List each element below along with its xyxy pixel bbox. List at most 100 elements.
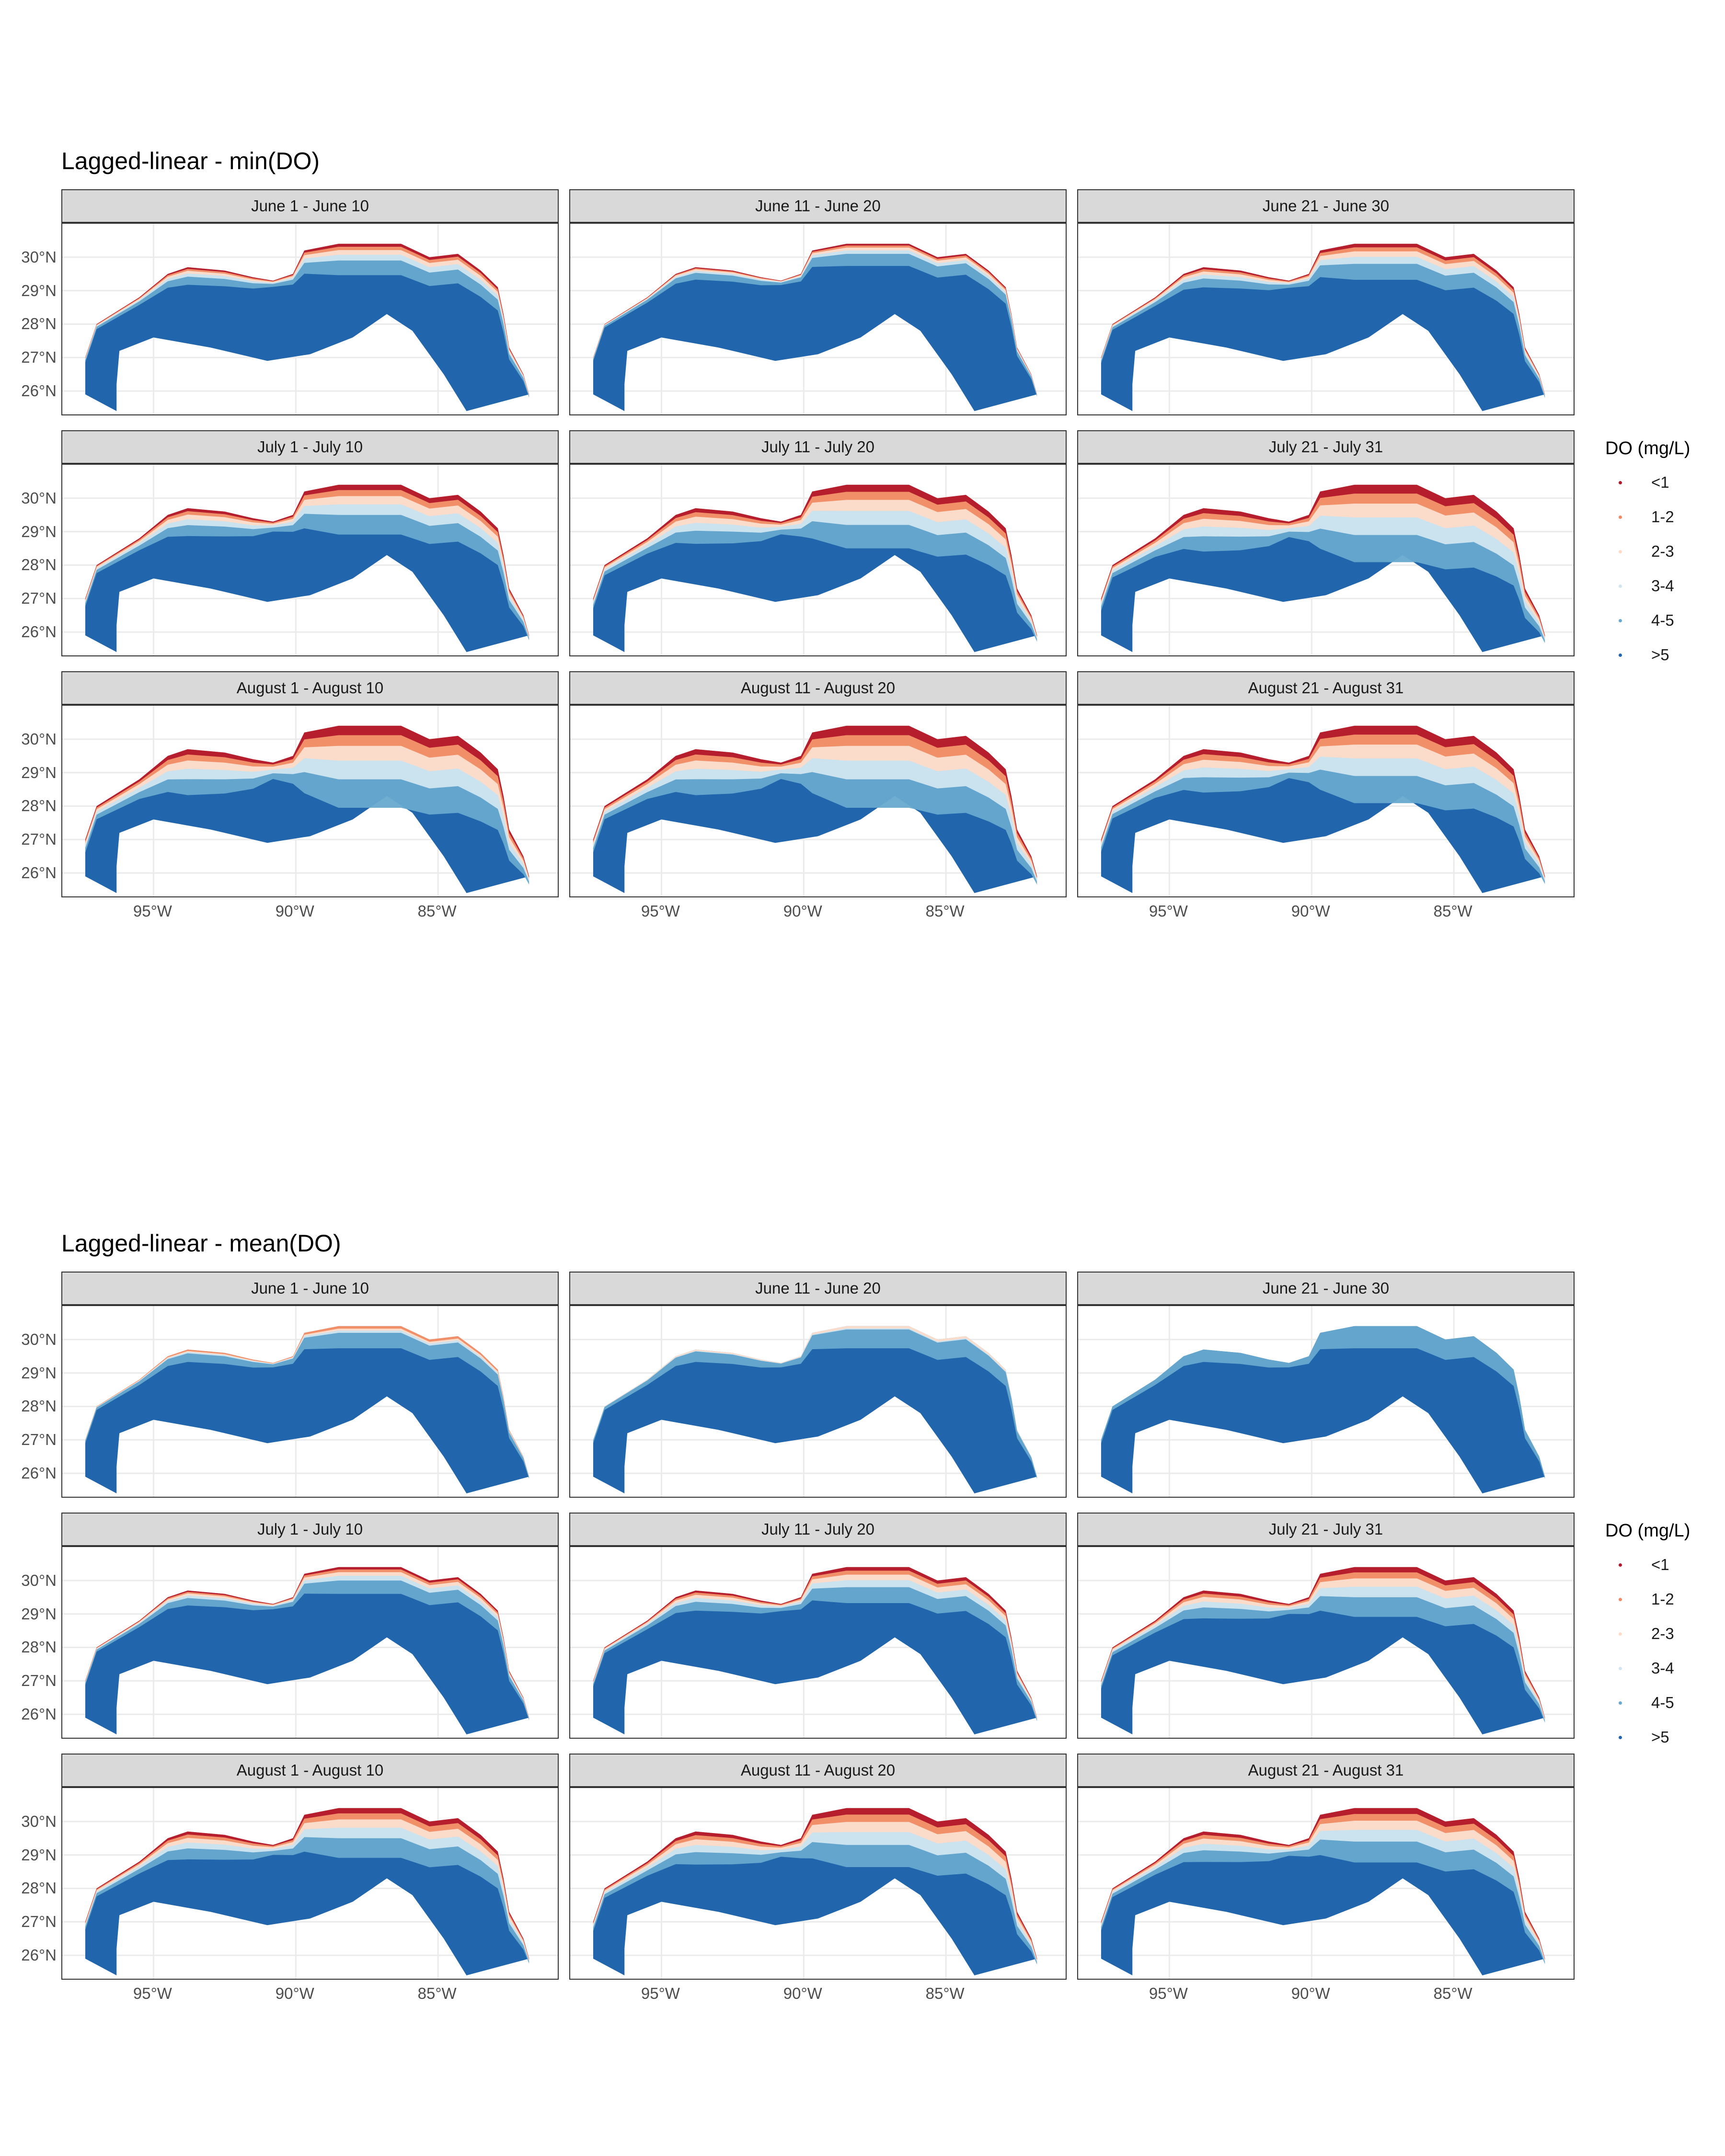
map-panel: July 11 - July 20 — [569, 1513, 1067, 1739]
legend-key — [1619, 550, 1622, 553]
y-tick-label: 28°N — [21, 556, 57, 574]
facet-strip-label: August 21 - August 31 — [1077, 671, 1575, 705]
do-region-4-5 — [593, 1567, 1037, 1721]
map-panel: August 21 - August 31 — [1077, 1754, 1575, 1980]
legend-key — [1619, 619, 1622, 622]
do-region-gt5 — [593, 1326, 1037, 1494]
legend-label: 4-5 — [1651, 1694, 1674, 1711]
legend-entry: 4-5 — [1605, 1686, 1690, 1720]
map-svg — [570, 1306, 1066, 1497]
x-tick-label: 95°W — [133, 902, 172, 920]
y-tick-label: 28°N — [21, 1397, 57, 1415]
legend-entry: 2-3 — [1605, 1617, 1690, 1651]
legend-key — [1619, 1667, 1622, 1670]
y-tick-label: 29°N — [21, 1605, 57, 1623]
legend-entry: 3-4 — [1605, 1651, 1690, 1686]
facet-strip-label: August 1 - August 10 — [61, 671, 559, 705]
map-plot-area — [569, 1305, 1067, 1498]
facet-strip-label: August 1 - August 10 — [61, 1754, 559, 1787]
y-tick-label: 26°N — [21, 382, 57, 400]
do-region-gt5 — [85, 243, 529, 412]
legend-key — [1619, 516, 1622, 519]
legend-key — [1619, 481, 1622, 484]
legend-entry: 1-2 — [1605, 500, 1690, 535]
y-tick-label: 30°N — [21, 248, 57, 266]
do-region-3-4 — [85, 484, 529, 639]
facet-strip-label: June 21 - June 30 — [1077, 1272, 1575, 1305]
legend-entry: >5 — [1605, 1720, 1690, 1755]
y-tick-label: 30°N — [21, 1812, 57, 1830]
do-region-2-3 — [85, 725, 529, 880]
facet-strip-label: June 1 - June 10 — [61, 1272, 559, 1305]
map-plot-area — [1077, 464, 1575, 656]
map-panel: July 1 - July 10 — [61, 430, 559, 656]
map-panel: June 21 - June 30 — [1077, 189, 1575, 415]
y-tick-label: 26°N — [21, 1946, 57, 1964]
chart-title: Lagged-linear - mean(DO) — [61, 1230, 341, 1257]
map-svg — [62, 224, 558, 414]
map-plot-area — [1077, 1546, 1575, 1739]
legend-label: >5 — [1651, 646, 1669, 664]
facet-strip-label: June 1 - June 10 — [61, 189, 559, 223]
legend-key — [1619, 1701, 1622, 1705]
map-plot-area — [1077, 1787, 1575, 1980]
map-svg — [62, 1306, 558, 1497]
map-panel: June 11 - June 20 — [569, 1272, 1067, 1498]
x-tick-label: 85°W — [417, 1984, 457, 2002]
map-panel: June 1 - June 10 — [61, 189, 559, 415]
y-tick-label: 27°N — [21, 1913, 57, 1931]
x-tick-label: 90°W — [275, 902, 314, 920]
facet-strip-label: July 11 - July 20 — [569, 430, 1067, 464]
map-svg — [62, 465, 558, 655]
map-svg — [570, 465, 1066, 655]
map-svg — [62, 706, 558, 896]
x-tick-label: 85°W — [417, 902, 457, 920]
y-tick-label: 26°N — [21, 1705, 57, 1723]
map-plot-area — [61, 1305, 559, 1498]
x-tick-label: 90°W — [783, 1984, 822, 2002]
facet-strip-label: July 11 - July 20 — [569, 1513, 1067, 1546]
x-tick-label: 85°W — [925, 902, 965, 920]
y-tick-label: 28°N — [21, 1879, 57, 1897]
do-region-3-4 — [593, 1808, 1037, 1962]
map-plot-area — [1077, 223, 1575, 415]
chart-title: Lagged-linear - min(DO) — [61, 148, 320, 174]
do-region-3-4 — [593, 484, 1037, 640]
map-plot-area — [569, 223, 1067, 415]
map-panel: June 21 - June 30 — [1077, 1272, 1575, 1498]
map-panel: July 1 - July 10 — [61, 1513, 559, 1739]
do-region-4-5 — [85, 1567, 529, 1720]
legend: DO (mg/L) <1 1-2 2-3 3-4 4-5 >5 — [1605, 1521, 1690, 1755]
x-tick-label: 95°W — [133, 1984, 172, 2002]
y-tick-label: 30°N — [21, 730, 57, 748]
y-tick-label: 27°N — [21, 1431, 57, 1449]
y-tick-label: 26°N — [21, 864, 57, 882]
map-panel: August 1 - August 10 — [61, 1754, 559, 1980]
x-tick-label: 95°W — [641, 902, 680, 920]
map-panel: August 1 - August 10 — [61, 671, 559, 897]
map-svg — [1078, 706, 1574, 896]
map-plot-area — [61, 223, 559, 415]
map-panel: June 1 - June 10 — [61, 1272, 559, 1498]
do-region-4-5 — [85, 243, 529, 398]
legend-key — [1619, 1563, 1622, 1567]
map-plot-area — [1077, 705, 1575, 897]
x-tick-label: 85°W — [925, 1984, 965, 2002]
y-tick-label: 29°N — [21, 1364, 57, 1382]
x-tick-label: 95°W — [1149, 1984, 1188, 2002]
map-svg — [570, 1788, 1066, 1979]
legend-label: 1-2 — [1651, 1590, 1674, 1608]
legend-label: 4-5 — [1651, 611, 1674, 629]
legend-entry: 4-5 — [1605, 604, 1690, 638]
map-plot-area — [569, 1787, 1067, 1980]
map-panel: July 11 - July 20 — [569, 430, 1067, 656]
legend-key — [1619, 1598, 1622, 1601]
map-plot-area — [569, 705, 1067, 897]
do-region-gt5 — [85, 1567, 529, 1735]
legend-entry: <1 — [1605, 466, 1690, 500]
map-svg — [570, 1547, 1066, 1738]
legend-label: <1 — [1651, 1556, 1669, 1573]
facet-strip-label: August 11 - August 20 — [569, 671, 1067, 705]
do-region-3-4 — [85, 1808, 529, 1962]
legend-entry: 3-4 — [1605, 569, 1690, 604]
